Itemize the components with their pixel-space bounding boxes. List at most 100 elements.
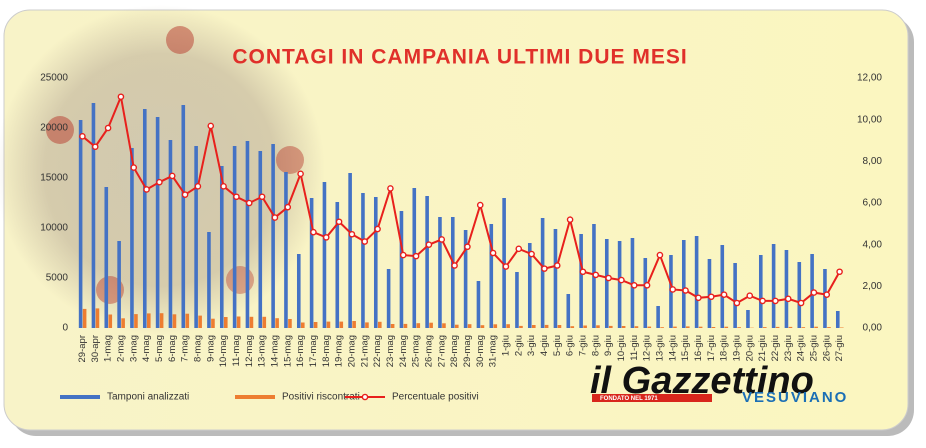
bar	[673, 326, 677, 328]
bar	[775, 326, 780, 328]
bar	[506, 324, 510, 328]
x-tick-label: 1-giu	[500, 335, 511, 356]
x-tick-label: 13-mag	[257, 335, 268, 367]
bar	[108, 314, 113, 328]
x-tick-label: 29-mag	[462, 335, 473, 367]
bar	[262, 316, 267, 328]
y-tick-label: 25000	[40, 73, 68, 84]
bar	[309, 198, 314, 328]
x-tick-label: 18-mag	[321, 335, 332, 367]
x-tick-label: 19-mag	[334, 335, 345, 367]
x-tick-label: 29-apr	[77, 335, 88, 362]
bar	[390, 324, 395, 328]
x-tick-label: 26-mag	[423, 335, 434, 367]
x-tick-label: 12-mag	[244, 335, 255, 367]
x-tick-label: 7-giu	[577, 335, 588, 356]
x-tick-label: 4-mag	[141, 335, 152, 362]
bar	[724, 326, 729, 328]
x-tick-label: 20-mag	[346, 335, 357, 367]
x-tick-label: 10-mag	[218, 335, 229, 367]
x-tick-label: 19-giu	[731, 335, 742, 361]
x-tick-label: 6-mag	[167, 335, 178, 362]
bar	[771, 244, 776, 328]
x-tick-label: 30-apr	[90, 335, 101, 362]
bar	[121, 318, 125, 328]
y2-tick-label: 6,00	[863, 198, 883, 209]
y-tick-label: 0	[62, 323, 68, 334]
bar	[557, 325, 562, 328]
bar	[608, 325, 613, 328]
bar	[656, 306, 660, 328]
line-marker	[618, 276, 625, 284]
bar	[232, 146, 237, 328]
bar	[425, 196, 429, 328]
bar	[634, 326, 639, 328]
x-tick-label: 10-giu	[616, 335, 627, 361]
line-marker	[810, 289, 818, 296]
bar	[762, 327, 767, 328]
bar	[596, 325, 600, 328]
line-marker	[438, 236, 446, 243]
bar	[476, 281, 481, 328]
bar	[685, 326, 690, 328]
line-marker	[335, 218, 343, 226]
bar	[386, 269, 391, 328]
bar	[835, 311, 840, 328]
bar	[284, 172, 288, 328]
bar	[271, 144, 275, 328]
line-marker	[322, 234, 330, 241]
bar	[104, 187, 109, 328]
bar	[442, 323, 446, 328]
line-marker	[669, 286, 677, 293]
bar	[134, 314, 138, 328]
line-marker	[579, 268, 587, 276]
bar	[403, 323, 408, 328]
line-marker	[566, 216, 574, 223]
bar	[758, 255, 763, 328]
x-tick-label: 11-mag	[231, 335, 242, 367]
bar	[502, 198, 506, 328]
bar	[454, 324, 459, 328]
bar	[681, 240, 686, 328]
x-tick-label: 18-giu	[719, 335, 730, 361]
x-tick-label: 15-mag	[282, 335, 293, 367]
bar	[82, 308, 87, 328]
line-marker	[746, 292, 754, 300]
brand-bar	[592, 394, 712, 402]
bar	[720, 245, 725, 328]
bar	[660, 327, 664, 328]
bar	[604, 239, 609, 328]
bar	[223, 317, 228, 328]
bar	[438, 217, 442, 328]
line-marker	[682, 287, 689, 294]
line-marker	[310, 228, 317, 236]
x-tick-label: 17-mag	[308, 335, 319, 367]
bar	[647, 326, 652, 328]
line-marker	[720, 291, 728, 298]
bar	[300, 322, 305, 328]
line-marker	[104, 124, 112, 132]
x-tick-label: 3-giu	[526, 335, 537, 356]
bar	[519, 325, 523, 328]
bar	[698, 326, 703, 328]
chart-title: CONTAGI IN CAMPANIA ULTIMI DUE MESI	[232, 46, 687, 69]
bar	[168, 140, 173, 328]
legend-label: Positivi riscontrati	[282, 392, 360, 403]
bar	[313, 322, 318, 328]
line-marker	[707, 293, 715, 301]
x-tick-label: 21-giu	[757, 335, 768, 361]
bar	[540, 218, 545, 328]
x-tick-label: 22-mag	[372, 335, 383, 367]
bar	[450, 217, 455, 328]
bar	[130, 148, 134, 328]
bar	[117, 241, 121, 328]
x-tick-label: 9-giu	[603, 335, 614, 356]
x-tick-label: 16-giu	[693, 335, 704, 361]
x-tick-label: 2-mag	[115, 335, 126, 362]
x-tick-label: 23-mag	[385, 335, 396, 367]
bar	[339, 321, 344, 328]
y2-tick-label: 0,00	[863, 323, 883, 334]
bar	[480, 325, 485, 328]
x-tick-label: 7-mag	[180, 335, 191, 362]
line-marker	[425, 241, 433, 248]
